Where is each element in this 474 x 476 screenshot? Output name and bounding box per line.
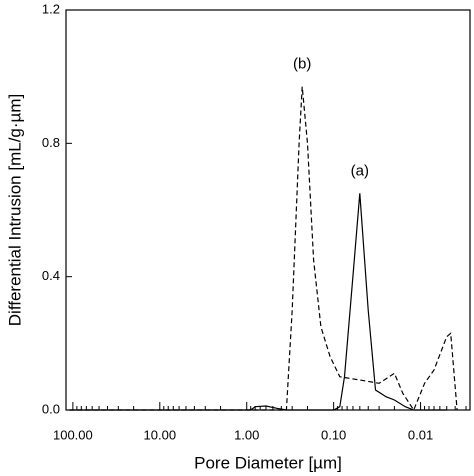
y-tick-label: 0.8 [42, 135, 60, 150]
y-tick-label: 1.2 [42, 1, 60, 16]
y-axis-title: Differential Intrusion [mL/g·µm] [5, 94, 24, 326]
x-tick-label: 100.00 [53, 427, 93, 442]
x-tick-label: 10.00 [144, 427, 177, 442]
x-tick-label: 0.10 [321, 427, 346, 442]
series-line [69, 86, 458, 412]
x-tick-label: 0.01 [408, 427, 433, 442]
y-tick-label: 0.0 [42, 401, 60, 416]
series-label: (b) [293, 56, 311, 73]
x-axis-title: Pore Diameter [µm] [194, 453, 342, 472]
series-line [69, 193, 447, 411]
y-tick-label: 0.4 [42, 268, 60, 283]
x-tick-label: 1.00 [234, 427, 259, 442]
plot-frame [65, 9, 471, 411]
series-label: (a) [351, 162, 369, 179]
